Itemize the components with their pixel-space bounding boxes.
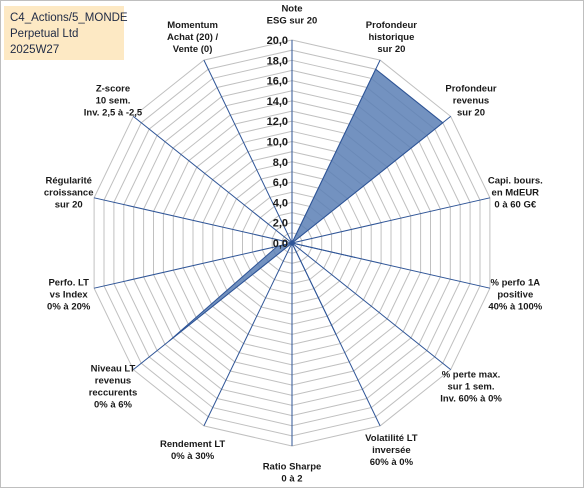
axis-spoke — [93, 197, 293, 244]
title-line-1: C4_Actions/5_MONDE — [10, 12, 128, 24]
axis-label-line: Vente (0) — [173, 44, 213, 55]
axis-label-line: Ratio Sharpe — [263, 462, 322, 473]
axis-label-line: 60% à 0% — [370, 457, 414, 468]
axis-label-line: revenus — [453, 96, 489, 107]
axis-label-line: Inv. 2,5 à -2,5 — [84, 108, 143, 119]
axis-label-line: Momentum — [167, 20, 218, 31]
axis-label-line: 0 à 2 — [281, 474, 302, 485]
axis-label-line: Niveau LT — [91, 363, 136, 374]
axis-label-line: Capi. bours. — [488, 176, 543, 187]
axis-label: Volatilité LT inversée 60% à 0% — [365, 433, 418, 468]
title-line-2: Perpetual Ltd — [10, 28, 79, 40]
axis-label-line: croissance — [44, 188, 94, 199]
axis-label-line: Z-score — [96, 84, 130, 95]
r-tick-label: 6,0 — [273, 177, 288, 189]
axis-label-line: % perte max. — [442, 369, 501, 380]
r-tick-label: 2,0 — [273, 218, 288, 230]
axis-label-line: sur 1 sem. — [448, 381, 495, 392]
axis-label-line: en MdEUR — [492, 188, 540, 199]
axis-label-line: Rendement LT — [160, 439, 225, 450]
axis-label-line: Volatilité LT — [365, 433, 418, 444]
axis-label-line: Profondeur — [445, 84, 496, 95]
axis-label-line: reccurents — [89, 387, 138, 398]
axis-label-line: Profondeur — [366, 20, 417, 31]
axis-label: Momentum Achat (20) / Vente (0) — [167, 20, 219, 55]
r-tick-label: 20,0 — [267, 35, 288, 47]
axis-label-line: revenus — [95, 375, 131, 386]
axis-label-line: sur 20 — [55, 200, 83, 211]
axis-label: % perte max. sur 1 sem. Inv. 60% à 0% — [440, 369, 502, 404]
axis-label: Profondeur revenus sur 20 — [445, 84, 496, 119]
axis-label: Régularité croissance sur 20 — [44, 176, 94, 211]
r-tick-label: 4,0 — [273, 197, 288, 209]
axis-label-line: 0% à 30% — [171, 451, 215, 462]
axis-label: Perfo. LT vs Index 0% à 20% — [47, 278, 91, 313]
axis-label: Niveau LT revenus reccurents 0% à 6% — [89, 363, 138, 410]
title-box: C4_Actions/5_MONDE Perpetual Ltd 2025W27 — [4, 6, 128, 60]
axis-label: Capi. bours. en MdEUR 0 à 60 G€ — [488, 176, 543, 211]
r-tick-label: 18,0 — [267, 55, 288, 67]
axis-label-line: vs Index — [50, 290, 89, 301]
axis-label-line: Note — [281, 4, 302, 15]
axis-spoke — [203, 242, 293, 427]
r-tick-label: 8,0 — [273, 157, 288, 169]
axis-label: Ratio Sharpe 0 à 2 — [263, 462, 322, 485]
axis-label-line: Achat (20) / — [167, 32, 219, 43]
axis-spoke — [291, 197, 491, 244]
axis-label-line: 10 sem. — [96, 96, 131, 107]
axis-label-line: Inv. 60% à 0% — [440, 393, 502, 404]
axis-label: % perfo 1A positive 40% à 100% — [488, 278, 542, 313]
axis-label-line: positive — [497, 290, 533, 301]
axis-label-line: 0 à 60 G€ — [494, 200, 536, 211]
axis-label-line: 40% à 100% — [488, 302, 542, 313]
r-tick-label: 16,0 — [267, 76, 288, 88]
title-line-3: 2025W27 — [10, 44, 60, 56]
r-tick-label: 0,0 — [273, 238, 288, 250]
axis-label-line: inversée — [372, 445, 411, 456]
axis-label-line: historique — [368, 32, 414, 43]
axis-label: Profondeur historique sur 20 — [366, 20, 417, 55]
axis-spoke — [203, 59, 293, 244]
axis-label-line: % perfo 1A — [490, 278, 540, 289]
axis-label-line: sur 20 — [377, 44, 405, 55]
axis-spoke — [93, 242, 293, 289]
r-tick-label: 14,0 — [267, 96, 288, 108]
axis-label-line: Régularité — [45, 176, 91, 187]
axis-label-line: Perfo. LT — [48, 278, 89, 289]
r-tick-label: 10,0 — [267, 137, 288, 149]
axis-spoke — [291, 242, 452, 370]
axis-spoke — [132, 116, 293, 244]
r-tick-label: 12,0 — [267, 116, 288, 128]
axis-label-line: sur 20 — [457, 108, 485, 119]
axis-label: Z-score 10 sem. Inv. 2,5 à -2,5 — [84, 84, 143, 119]
axis-label-line: 0% à 6% — [94, 399, 133, 410]
axis-label: Rendement LT 0% à 30% — [160, 439, 225, 462]
axis-label: Note ESG sur 20 — [267, 4, 318, 27]
axis-label-line: ESG sur 20 — [267, 16, 318, 27]
axis-label-line: 0% à 20% — [47, 302, 91, 313]
